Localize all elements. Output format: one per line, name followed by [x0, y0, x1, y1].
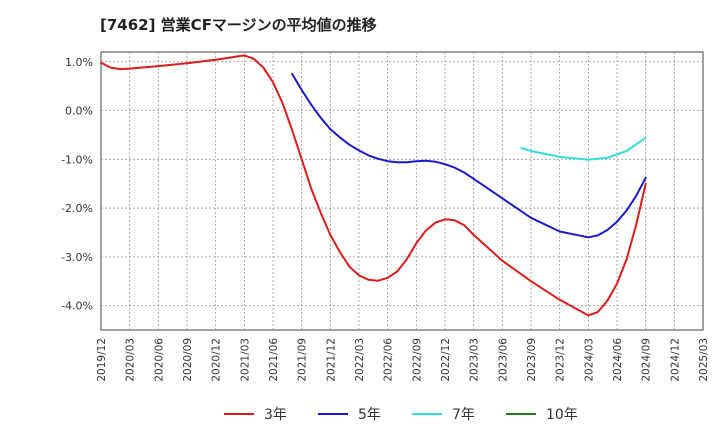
x-tick-label: 2023/03	[469, 338, 481, 382]
x-tick-label: 2022/12	[440, 338, 452, 382]
legend-label: 3年	[264, 407, 287, 423]
legend: 3年 5年 7年 10年	[224, 407, 578, 423]
x-axis: 2019/12 2020/03 2020/06 2020/09 2020/12 2021/…	[96, 338, 710, 382]
chart-title: [7462] 営業CFマージンの平均値の推移	[100, 16, 377, 34]
legend-label: 7年	[452, 407, 475, 423]
y-tick-label: -1.0%	[61, 153, 93, 166]
x-tick-label: 2024/06	[612, 338, 624, 382]
x-tick-label: 2021/06	[268, 338, 280, 382]
x-tick-label: 2020/06	[153, 338, 165, 382]
legend-item-2: 5年	[318, 407, 381, 423]
series-line-1	[100, 54, 647, 317]
legend-label: 10年	[546, 407, 578, 423]
legend-item-4: 10年	[506, 407, 578, 423]
x-tick-label: 2024/09	[641, 338, 653, 382]
x-tick-label: 2023/09	[526, 338, 538, 382]
series-layer	[100, 54, 647, 317]
y-tick-label: -3.0%	[61, 251, 93, 264]
y-tick-label: -2.0%	[61, 202, 93, 215]
x-tick-label: 2024/12	[669, 338, 681, 382]
y-tick-label: 1.0%	[65, 56, 93, 69]
grid-layer	[101, 52, 703, 330]
x-tick-label: 2022/06	[383, 338, 395, 382]
plot-frame	[100, 51, 704, 331]
x-tick-label: 2019/12	[96, 338, 108, 382]
y-tick-label: 0.0%	[65, 105, 93, 118]
x-tick-label: 2021/09	[297, 338, 309, 382]
x-tick-label: 2021/12	[325, 338, 337, 382]
x-tick-label: 2020/12	[211, 338, 223, 382]
x-tick-label: 2022/03	[354, 338, 366, 382]
series-line-2	[291, 72, 647, 239]
legend-item-1: 3年	[224, 407, 287, 423]
legend-item-3: 7年	[412, 407, 475, 423]
x-tick-label: 2023/06	[497, 338, 509, 382]
y-axis: 1.0% 0.0% -1.0% -2.0% -3.0% -4.0%	[61, 56, 93, 313]
x-tick-label: 2023/12	[555, 338, 567, 382]
x-tick-label: 2020/03	[125, 338, 137, 382]
x-tick-label: 2020/09	[182, 338, 194, 382]
series-line-3	[520, 136, 647, 161]
legend-label: 5年	[358, 407, 381, 423]
x-tick-label: 2021/03	[239, 338, 251, 382]
x-tick-label: 2022/09	[411, 338, 423, 382]
y-tick-label: -4.0%	[61, 300, 93, 313]
x-tick-label: 2024/03	[583, 338, 595, 382]
x-tick-label: 2025/03	[698, 338, 710, 382]
